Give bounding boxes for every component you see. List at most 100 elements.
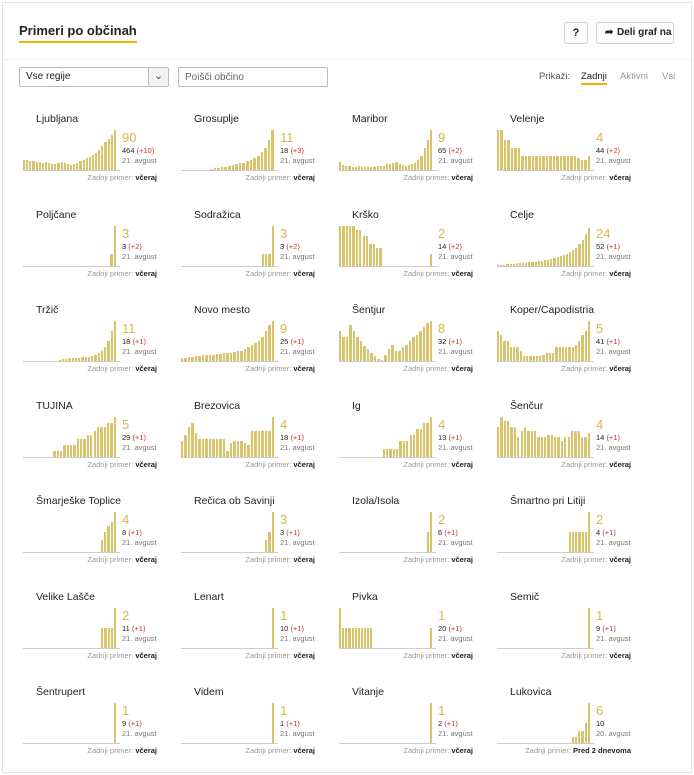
chart-bar — [564, 436, 567, 457]
chart-bar — [517, 148, 521, 170]
chart-bar — [339, 607, 342, 648]
delta-value: (+2) — [448, 241, 462, 251]
delta-value: (+1) — [448, 623, 462, 633]
chart-bar — [429, 416, 432, 457]
municipality-card: Ig 4 13 (+1) 21. avgust Zadnji primer: včera… — [339, 400, 489, 486]
chart-bar — [110, 331, 113, 361]
filter-all[interactable]: Vsi — [662, 71, 676, 82]
chart-bar — [187, 426, 191, 457]
delta-value: (+3) — [290, 146, 304, 155]
chart-bar — [549, 156, 552, 170]
last-case-label: Zadnji primer: — [403, 364, 450, 373]
chart-bar — [500, 335, 503, 361]
chart-bar — [201, 355, 205, 361]
chart-bar — [402, 440, 406, 457]
chart-bar — [85, 158, 88, 170]
chart-bar — [348, 627, 351, 648]
filter-active[interactable]: Aktivni — [620, 71, 648, 82]
update-date: 21. avgust — [438, 633, 473, 643]
last-case-label: Zadnji primer: — [403, 650, 450, 660]
municipality-card: Šentjur 8 32 (+1) 21. avgust Zadnji primer: … — [339, 304, 489, 390]
chart-bar — [355, 229, 359, 266]
mini-bar-chart — [23, 512, 120, 553]
chart-bar — [558, 347, 561, 361]
chart-bar — [550, 258, 553, 266]
chart-bar — [500, 130, 503, 170]
delta-value: (+2) — [606, 146, 620, 155]
last-case-value: včeraj — [451, 268, 473, 278]
municipality-name: Velenje — [510, 113, 545, 125]
total-value: 41 — [596, 337, 605, 346]
total-value: 18 — [280, 146, 289, 155]
delta-value: (+1) — [444, 528, 458, 537]
chart-bar — [398, 351, 401, 361]
last-case-line: Zadnji primer: včeraj — [245, 460, 315, 469]
chart-bar — [101, 627, 104, 648]
update-date: 21. avgust — [122, 347, 157, 356]
active-cases-count: 5 — [122, 416, 130, 432]
chart-bar — [394, 351, 398, 361]
total-cases: 44 (+2) — [596, 146, 620, 155]
last-case-line: Zadnji primer: včeraj — [245, 364, 315, 373]
update-date: 21. avgust — [122, 442, 157, 452]
chart-bar — [345, 337, 349, 361]
municipality-card: Rečica ob Savinji 3 3 (+1) 21. avgust Zadnji… — [181, 495, 331, 581]
mini-bar-chart — [497, 703, 594, 744]
delta-value: (+1) — [444, 719, 458, 728]
chart-bar — [584, 723, 587, 743]
chart-bar — [342, 165, 345, 170]
chart-bar — [352, 225, 355, 266]
mini-bar-chart — [497, 607, 594, 649]
region-select[interactable]: Vse regije ⌄ — [19, 67, 169, 87]
total-value: 9 — [122, 719, 127, 728]
active-cases-count: 2 — [438, 225, 446, 241]
municipality-name: Rečica ob Savinji — [194, 495, 275, 507]
chart-bar — [356, 337, 359, 361]
chart-bar — [547, 259, 550, 266]
municipality-card: Maribor 9 65 (+2) 21. avgust Zadnji primer: … — [339, 113, 489, 199]
chart-bar — [113, 512, 116, 552]
chart-bar — [271, 130, 274, 170]
last-case-line: Zadnji primer: včeraj — [403, 460, 473, 469]
chart-bar — [247, 444, 250, 457]
chart-bar — [405, 345, 408, 361]
municipality-card: Celje 24 52 (+1) 21. avgust Zadnji primer: v… — [497, 209, 647, 295]
municipality-search-input[interactable] — [178, 67, 328, 87]
municipality-name: Šmarješke Toplice — [36, 495, 122, 507]
chevron-down-icon[interactable]: ⌄ — [148, 68, 168, 86]
chart-bar — [391, 345, 394, 361]
chart-bar — [412, 434, 416, 457]
chart-bar — [429, 703, 432, 743]
last-case-line: Zadnji primer: včeraj — [87, 364, 157, 373]
help-button[interactable]: ? — [564, 22, 588, 44]
chart-bar — [271, 225, 274, 266]
chart-bar — [533, 430, 537, 457]
chart-bar — [32, 161, 35, 170]
chart-bar — [578, 532, 581, 552]
chart-bar — [569, 532, 572, 552]
chart-bar — [359, 229, 362, 266]
active-cases-count: 2 — [596, 512, 604, 527]
share-button[interactable]: ➦ Deli graf na — [596, 22, 674, 44]
chart-bar — [556, 156, 559, 170]
last-case-label: Zadnji primer: — [245, 364, 292, 373]
chart-bar — [575, 247, 578, 266]
active-cases-count: 1 — [596, 607, 604, 623]
chart-bar — [113, 130, 116, 170]
filter-recent[interactable]: Zadnji — [581, 71, 607, 85]
chart-bar — [339, 331, 342, 361]
update-date: 21. avgust — [122, 633, 157, 643]
chart-bar — [35, 162, 38, 170]
chart-bar — [235, 164, 238, 170]
total-cases: 32 (+1) — [438, 337, 462, 346]
mini-bar-chart — [181, 130, 278, 171]
chart-bar — [220, 167, 224, 170]
chart-bar — [345, 225, 349, 266]
chart-bar — [370, 353, 373, 361]
last-case-value: včeraj — [135, 364, 157, 373]
update-date: 21. avgust — [438, 442, 473, 452]
last-case-line: Zadnji primer: včeraj — [561, 173, 631, 182]
chart-bar — [570, 156, 573, 170]
chart-bar — [537, 260, 540, 266]
